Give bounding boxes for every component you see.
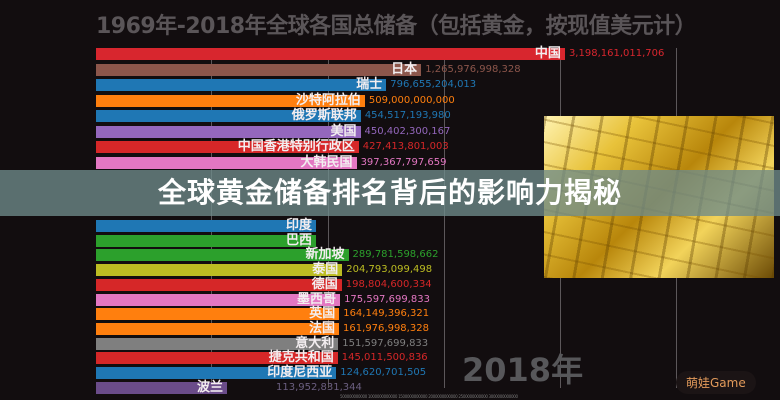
- bar: 中国香港特别行政区: [96, 139, 359, 154]
- data-label: 113,952,831,344: [276, 381, 362, 393]
- bar: 瑞士: [96, 77, 387, 92]
- bar: 新加坡: [96, 247, 349, 263]
- data-label: 204,793,099,498: [346, 264, 433, 276]
- bar: 墨西哥: [96, 291, 341, 307]
- data-label: 175,597,699,833: [344, 293, 430, 305]
- bar-label: 大韩民国: [300, 154, 353, 170]
- bar-label: 捷克共和国: [268, 350, 334, 366]
- data-label: 145,011,500,836: [341, 352, 428, 364]
- data-label: 124,620,701,505: [340, 367, 427, 378]
- bar-label: 新加坡: [305, 247, 345, 263]
- bar-label: 俄罗斯联邦: [291, 108, 357, 123]
- gridline: [211, 48, 212, 388]
- data-label: 1,265,976,998,328: [425, 63, 521, 75]
- bar: 大韩民国: [96, 154, 357, 170]
- bar-label: 沙特阿拉伯: [295, 92, 361, 108]
- bar: 巴西: [96, 232, 316, 248]
- headline-text: 全球黄金储备排名背后的影响力揭秘: [157, 176, 622, 209]
- bar: 印度: [96, 218, 316, 233]
- bar-label: 英国: [309, 306, 336, 322]
- bar: 德国: [96, 276, 342, 292]
- bar: 日本: [96, 61, 422, 77]
- headline-banner: 全球黄金储备排名背后的影响力揭秘: [0, 170, 780, 216]
- gridline: [328, 48, 329, 388]
- bar-label: 中国香港特别行政区: [237, 139, 355, 154]
- bar-label: 波兰: [196, 379, 223, 395]
- data-label: 796,655,204,013: [390, 79, 477, 90]
- bar-label: 日本: [391, 61, 418, 77]
- data-label: 151,597,699,833: [342, 337, 429, 349]
- data-label: 509,000,000,000: [368, 94, 455, 106]
- x-axis-ticks: 500000000000 1000000000000 1500000000000…: [340, 394, 518, 399]
- bar-label: 巴西: [285, 232, 312, 248]
- chart-title: 1969年-2018年全球各国总储备（包括黄金，按现值美元计）: [96, 14, 697, 39]
- data-label: 454,517,193,980: [364, 110, 451, 121]
- bar: 沙特阿拉伯: [96, 92, 365, 108]
- bar-label: 德国: [311, 276, 338, 292]
- bar: 意大利: [96, 335, 339, 351]
- bar-label: 法国: [309, 320, 336, 336]
- gridline: [444, 48, 445, 388]
- data-label: 198,804,600,334: [345, 278, 432, 290]
- bar-label: 中国: [534, 46, 561, 61]
- bar: 俄罗斯联邦: [96, 108, 361, 123]
- data-label: 450,402,300,167: [364, 125, 451, 137]
- year-label: 2018年: [462, 351, 584, 389]
- bar: 泰国: [96, 262, 343, 278]
- data-label: 164,149,396,321: [343, 308, 430, 320]
- bar-label: 印度尼西亚: [267, 365, 333, 380]
- watermark-badge: 萌娃Game: [676, 371, 756, 394]
- bar-label: 意大利: [295, 335, 335, 351]
- data-label: 397,367,797,659: [360, 156, 447, 168]
- bar: 波兰: [96, 379, 227, 395]
- bar: 美国: [96, 123, 361, 139]
- bar: 捷克共和国: [96, 350, 338, 366]
- data-label: 161,976,998,328: [343, 322, 429, 334]
- data-label: 289,781,598,662: [352, 249, 439, 261]
- bar: 英国: [96, 306, 340, 322]
- bar-label: 瑞士: [356, 77, 383, 92]
- bar-label: 泰国: [312, 262, 339, 278]
- bar-label: 印度: [285, 218, 312, 233]
- bar: 印度尼西亚: [96, 365, 337, 380]
- data-label: 427,413,801,003: [362, 141, 449, 152]
- data-label: 3,198,161,011,706: [568, 48, 665, 59]
- bar: 中国: [96, 46, 565, 61]
- bar: 法国: [96, 320, 340, 336]
- bar-label: 美国: [330, 123, 357, 139]
- bar-label: 墨西哥: [297, 291, 337, 307]
